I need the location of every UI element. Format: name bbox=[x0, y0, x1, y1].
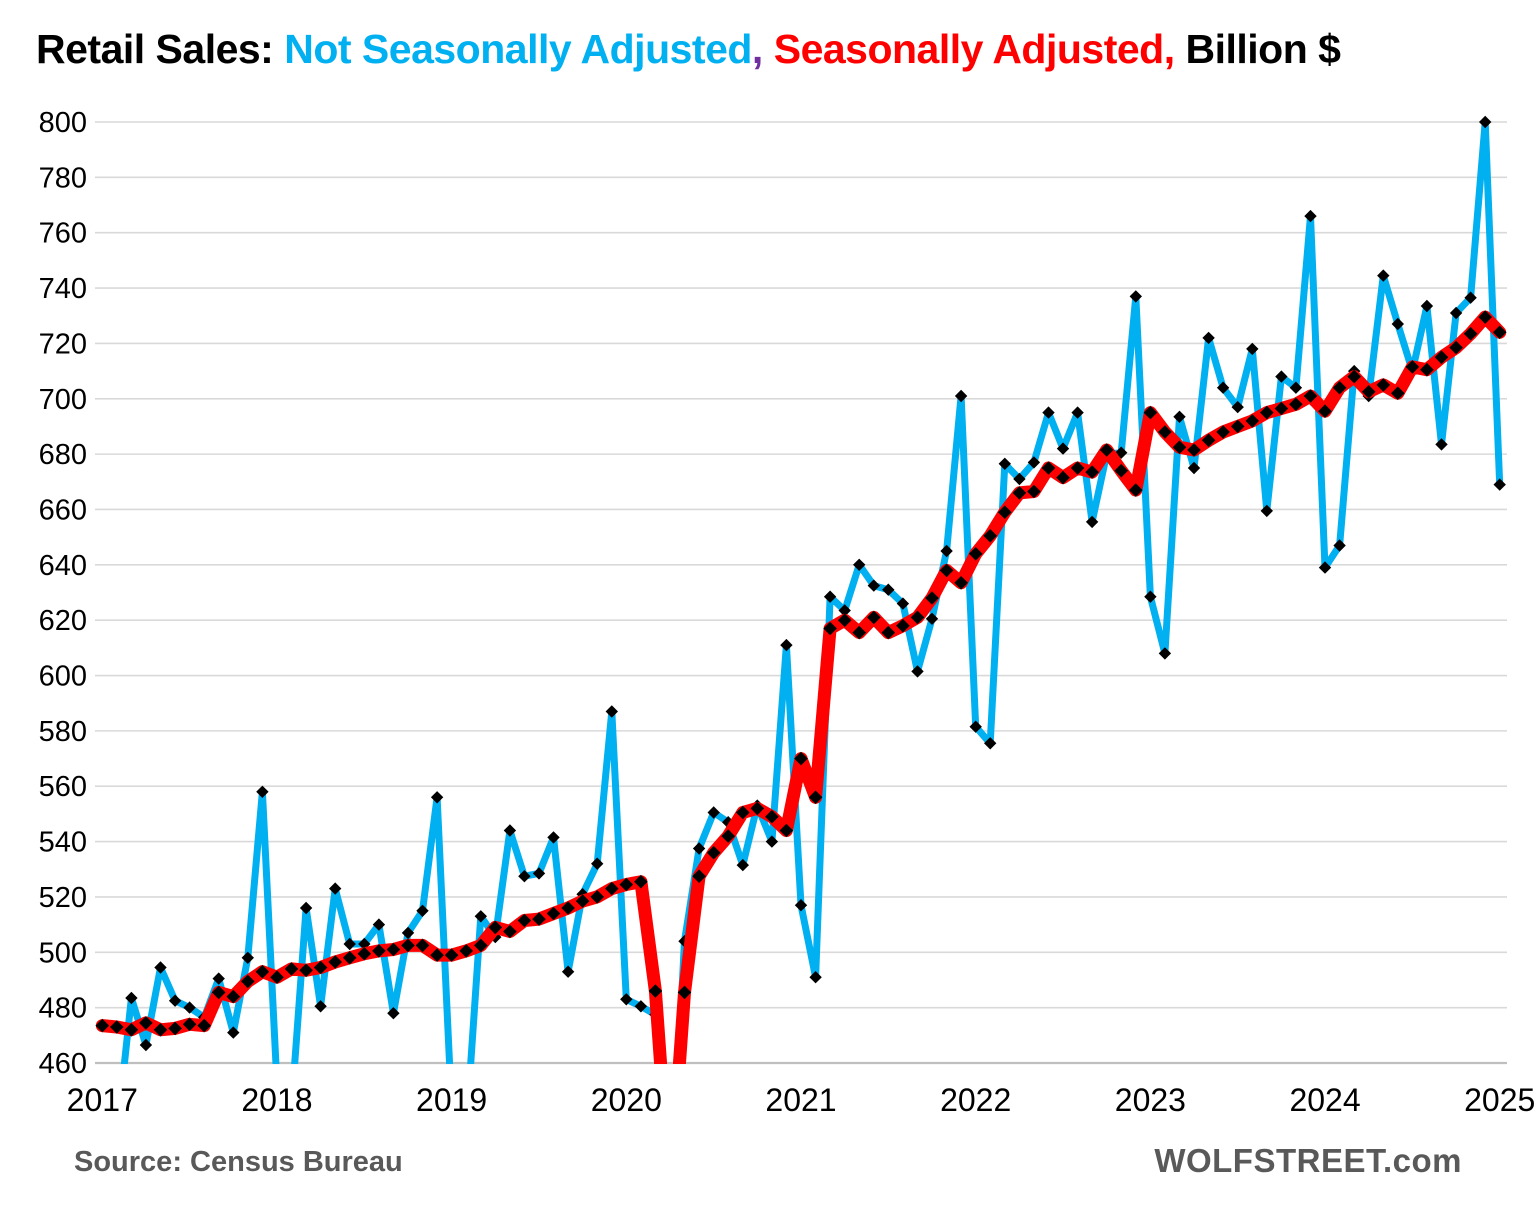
y-tick-label-760: 760 bbox=[39, 218, 87, 250]
y-tick-label-480: 480 bbox=[39, 993, 87, 1025]
title-prefix: Retail Sales: bbox=[36, 26, 285, 72]
x-tick-label-2017: 2017 bbox=[67, 1082, 138, 1118]
title-sa-legend: Seasonally Adjusted, bbox=[773, 26, 1186, 72]
y-tick-label-540: 540 bbox=[39, 827, 87, 859]
y-tick-label-520: 520 bbox=[39, 882, 87, 914]
y-tick-label-680: 680 bbox=[39, 439, 87, 471]
x-tick-label-2024: 2024 bbox=[1289, 1082, 1360, 1118]
y-tick-label-800: 800 bbox=[39, 107, 87, 139]
nsa-markers bbox=[125, 115, 1506, 1052]
sa-markers bbox=[95, 310, 1507, 1037]
y-tick-label-780: 780 bbox=[39, 162, 87, 194]
y-tick-label-620: 620 bbox=[39, 605, 87, 637]
source-note: Source: Census Bureau bbox=[74, 1146, 403, 1178]
y-tick-label-460: 460 bbox=[39, 1048, 87, 1080]
x-tick-label-2018: 2018 bbox=[241, 1082, 312, 1118]
wolfstreet-logo: WOLFSTREET.com bbox=[1154, 1142, 1462, 1179]
x-tick-label-2019: 2019 bbox=[416, 1082, 487, 1118]
nsa-line bbox=[120, 118, 1504, 1064]
y-tick-label-580: 580 bbox=[39, 716, 87, 748]
title-separator: , bbox=[751, 26, 774, 72]
x-tick-label-2025: 2025 bbox=[1464, 1082, 1535, 1118]
x-tick-label-2023: 2023 bbox=[1115, 1082, 1186, 1118]
x-tick-label-2022: 2022 bbox=[940, 1082, 1011, 1118]
chart-title: Retail Sales: Not Seasonally Adjusted, S… bbox=[36, 26, 1516, 73]
y-tick-label-640: 640 bbox=[39, 550, 87, 582]
y-tick-label-600: 600 bbox=[39, 661, 87, 693]
x-tick-label-2020: 2020 bbox=[591, 1082, 662, 1118]
y-tick-label-560: 560 bbox=[39, 771, 87, 803]
title-nsa-legend: Not Seasonally Adjusted bbox=[284, 26, 752, 72]
y-tick-label-720: 720 bbox=[39, 328, 87, 360]
y-tick-label-740: 740 bbox=[39, 273, 87, 305]
y-tick-label-700: 700 bbox=[39, 384, 87, 416]
title-suffix: Billion $ bbox=[1185, 26, 1341, 72]
y-tick-label-500: 500 bbox=[39, 937, 87, 969]
x-tick-label-2021: 2021 bbox=[765, 1082, 836, 1118]
y-tick-label-660: 660 bbox=[39, 494, 87, 526]
